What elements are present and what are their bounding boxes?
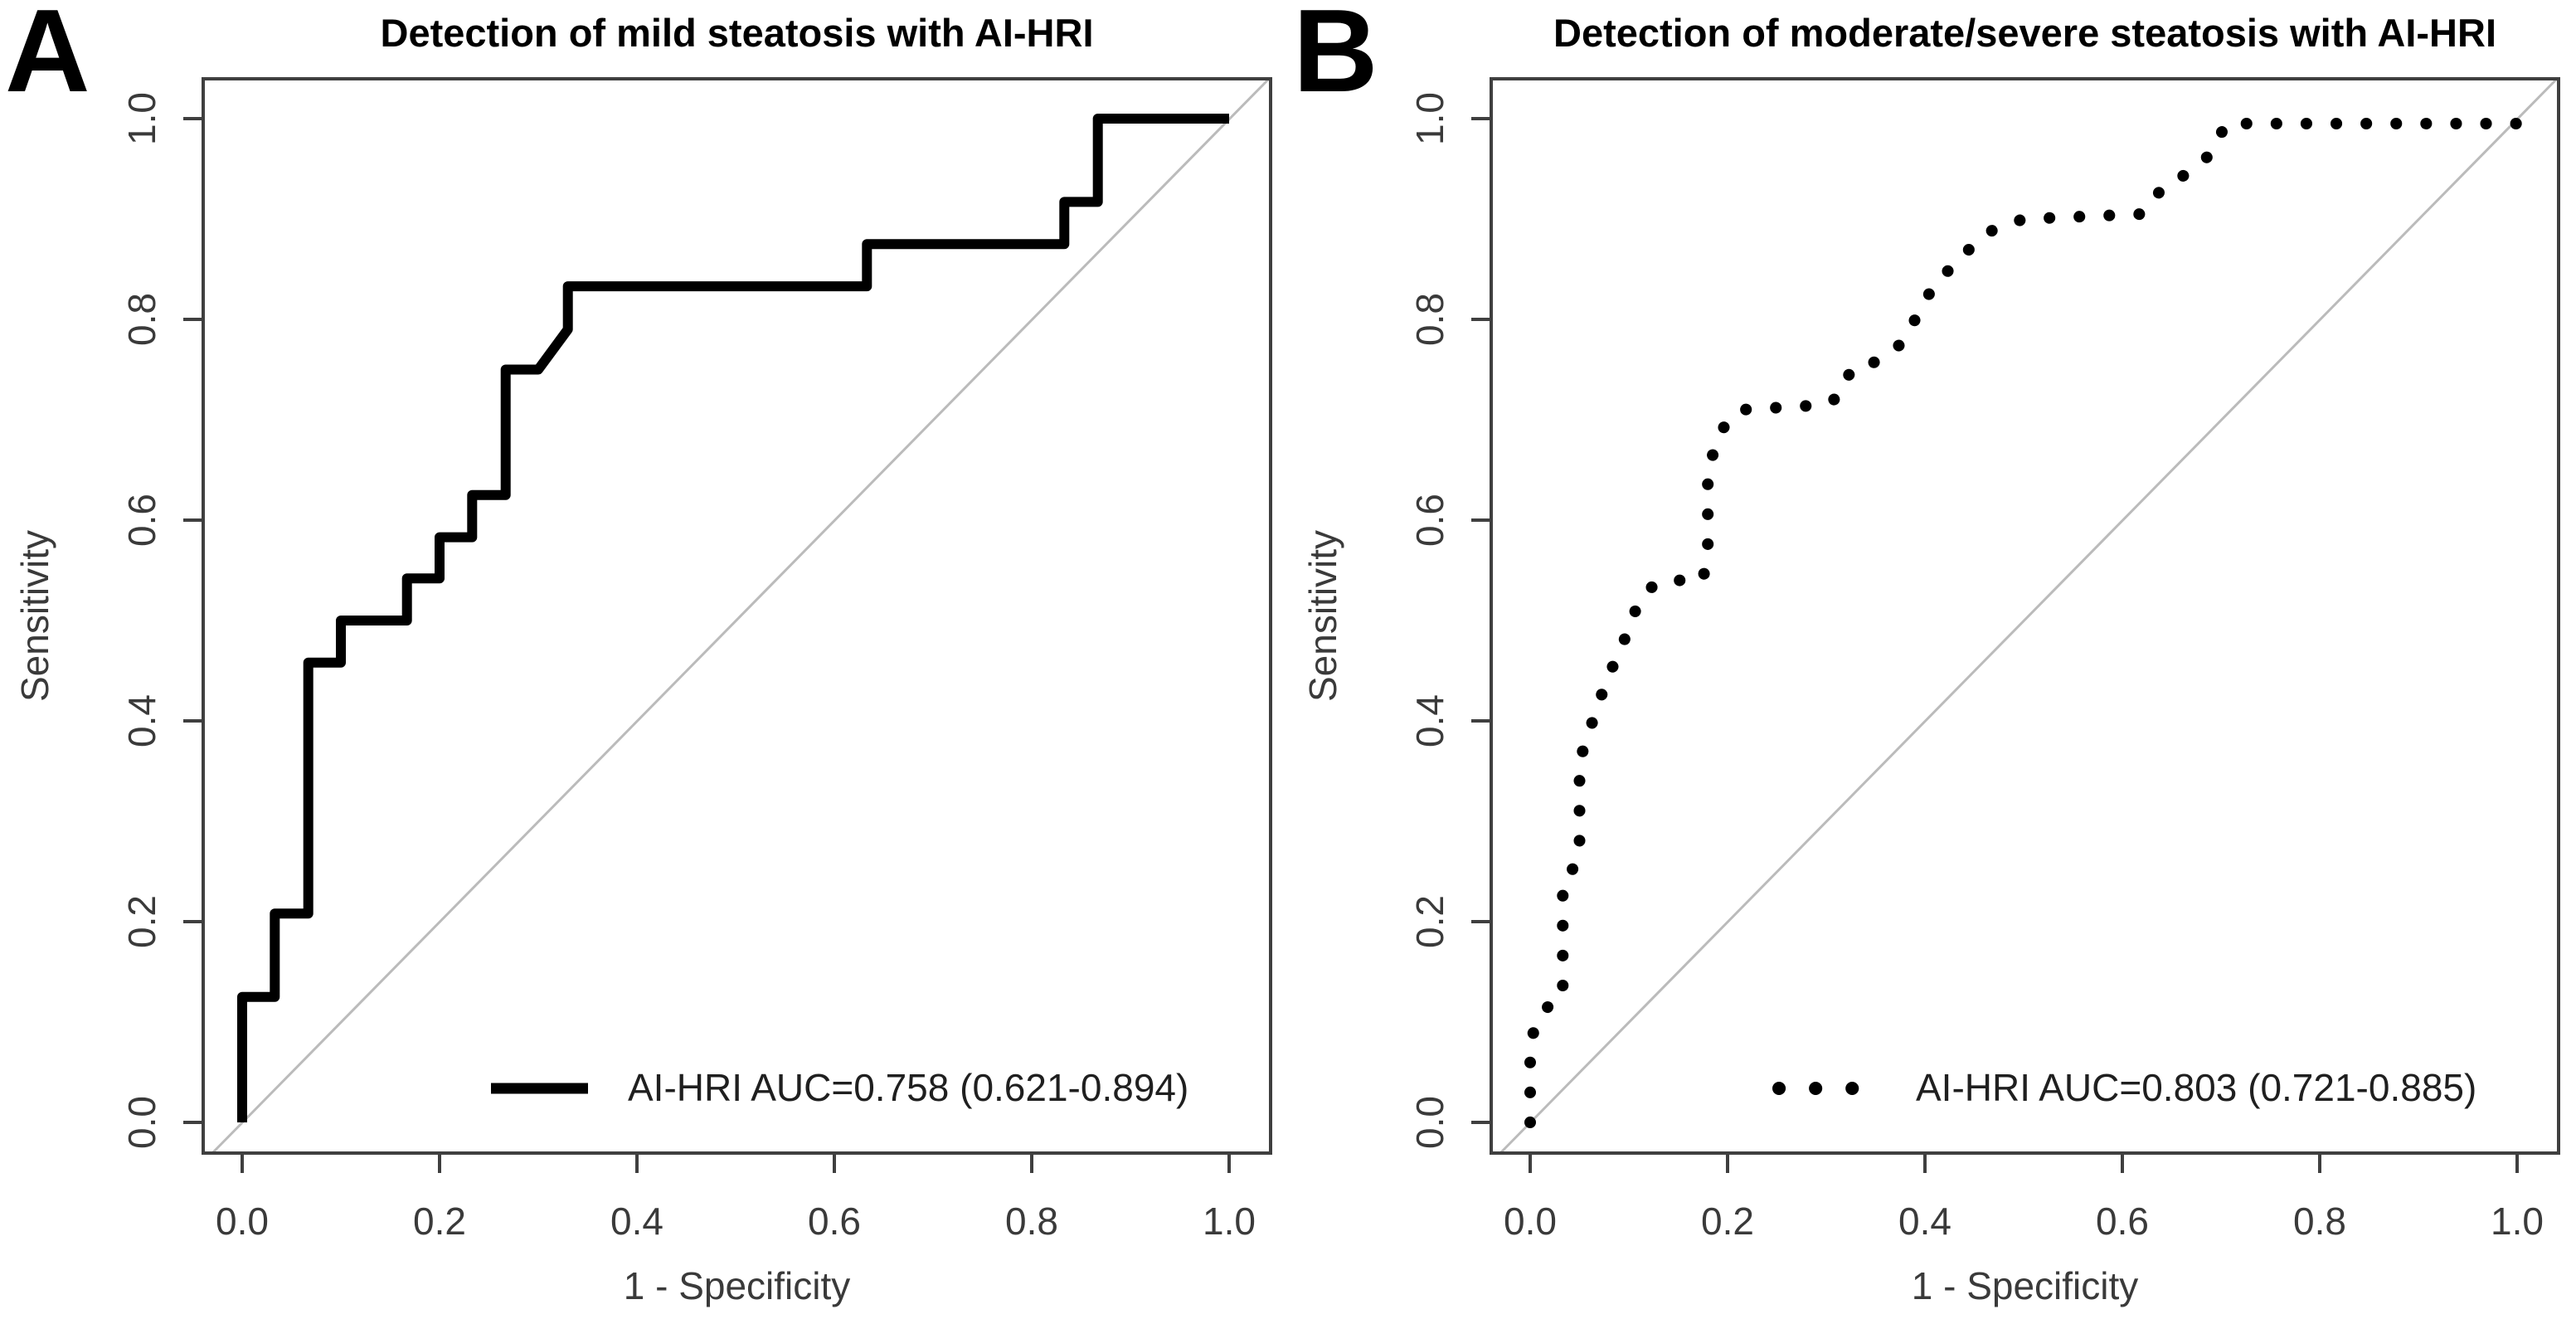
x-tick-label: 0.2 bbox=[413, 1200, 466, 1243]
x-tick-label: 0.0 bbox=[1504, 1200, 1557, 1243]
roc-curve bbox=[237, 114, 1229, 1122]
chart-title-a: Detection of mild steatosis with AI-HRI bbox=[380, 11, 1094, 55]
y-axis-label: Sensitivity bbox=[1301, 530, 1344, 702]
reference-diagonal bbox=[211, 77, 1271, 1155]
y-tick-label: 0.4 bbox=[120, 694, 163, 747]
x-tick-label: 0.8 bbox=[1005, 1200, 1058, 1243]
roc-chart-a: 0.0 0.2 0.4 0.6 0.8 1.0 0.0 0.2 0.4 0.6 0.8 1.0 1 - … bbox=[13, 77, 1272, 1307]
legend-label-b: AI-HRI AUC=0.803 (0.721-0.885) bbox=[1916, 1066, 2477, 1109]
plot-border bbox=[1490, 77, 2560, 1155]
plot-border bbox=[202, 77, 1272, 1155]
panel-moderate-severe-steatosis: B Detection of moderate/severe steatosis… bbox=[1288, 0, 2576, 1319]
panel-letter-a: A bbox=[5, 0, 90, 117]
y-tick-label: 1.0 bbox=[120, 92, 163, 145]
roc-chart-b: 0.0 0.2 0.4 0.6 0.8 1.0 0.0 0.2 0.4 0.6 0.8 1.0 1 - … bbox=[1301, 77, 2560, 1307]
y-tick-label: 0.8 bbox=[120, 293, 163, 346]
y-axis-label: Sensitivity bbox=[13, 530, 56, 702]
x-tick-label: 0.8 bbox=[2293, 1200, 2346, 1243]
y-tick-label: 0.0 bbox=[1408, 1096, 1451, 1149]
x-axis-label: 1 - Specificity bbox=[624, 1264, 851, 1307]
y-tick-label: 0.4 bbox=[1408, 694, 1451, 747]
y-tick-label: 0.6 bbox=[120, 494, 163, 547]
x-tick-label: 0.6 bbox=[808, 1200, 861, 1243]
reference-diagonal bbox=[1499, 77, 2559, 1155]
y-tick-label: 0.6 bbox=[1408, 494, 1451, 547]
panel-mild-steatosis: A Detection of mild steatosis with AI-HR… bbox=[5, 0, 1272, 1307]
x-tick-label: 1.0 bbox=[2491, 1200, 2544, 1243]
x-tick-label: 0.4 bbox=[1898, 1200, 1951, 1243]
x-tick-label: 1.0 bbox=[1203, 1200, 1256, 1243]
x-tick-label: 0.2 bbox=[1701, 1200, 1754, 1243]
x-axis-label: 1 - Specificity bbox=[1912, 1264, 2139, 1307]
x-tick-label: 0.0 bbox=[216, 1200, 269, 1243]
y-tick-label: 0.0 bbox=[120, 1096, 163, 1149]
y-tick-label: 0.8 bbox=[1408, 293, 1451, 346]
y-tick-label: 0.2 bbox=[1408, 895, 1451, 948]
x-tick-label: 0.4 bbox=[610, 1200, 663, 1243]
y-tick-label: 1.0 bbox=[1408, 92, 1451, 145]
panel-letter-b: B bbox=[1293, 0, 1378, 117]
x-tick-label: 0.6 bbox=[2096, 1200, 2149, 1243]
chart-title-b: Detection of moderate/severe steatosis w… bbox=[1553, 11, 2496, 55]
legend-label-a: AI-HRI AUC=0.758 (0.621-0.894) bbox=[628, 1066, 1189, 1109]
roc-curve bbox=[1524, 113, 2523, 1128]
y-tick-label: 0.2 bbox=[120, 895, 163, 948]
